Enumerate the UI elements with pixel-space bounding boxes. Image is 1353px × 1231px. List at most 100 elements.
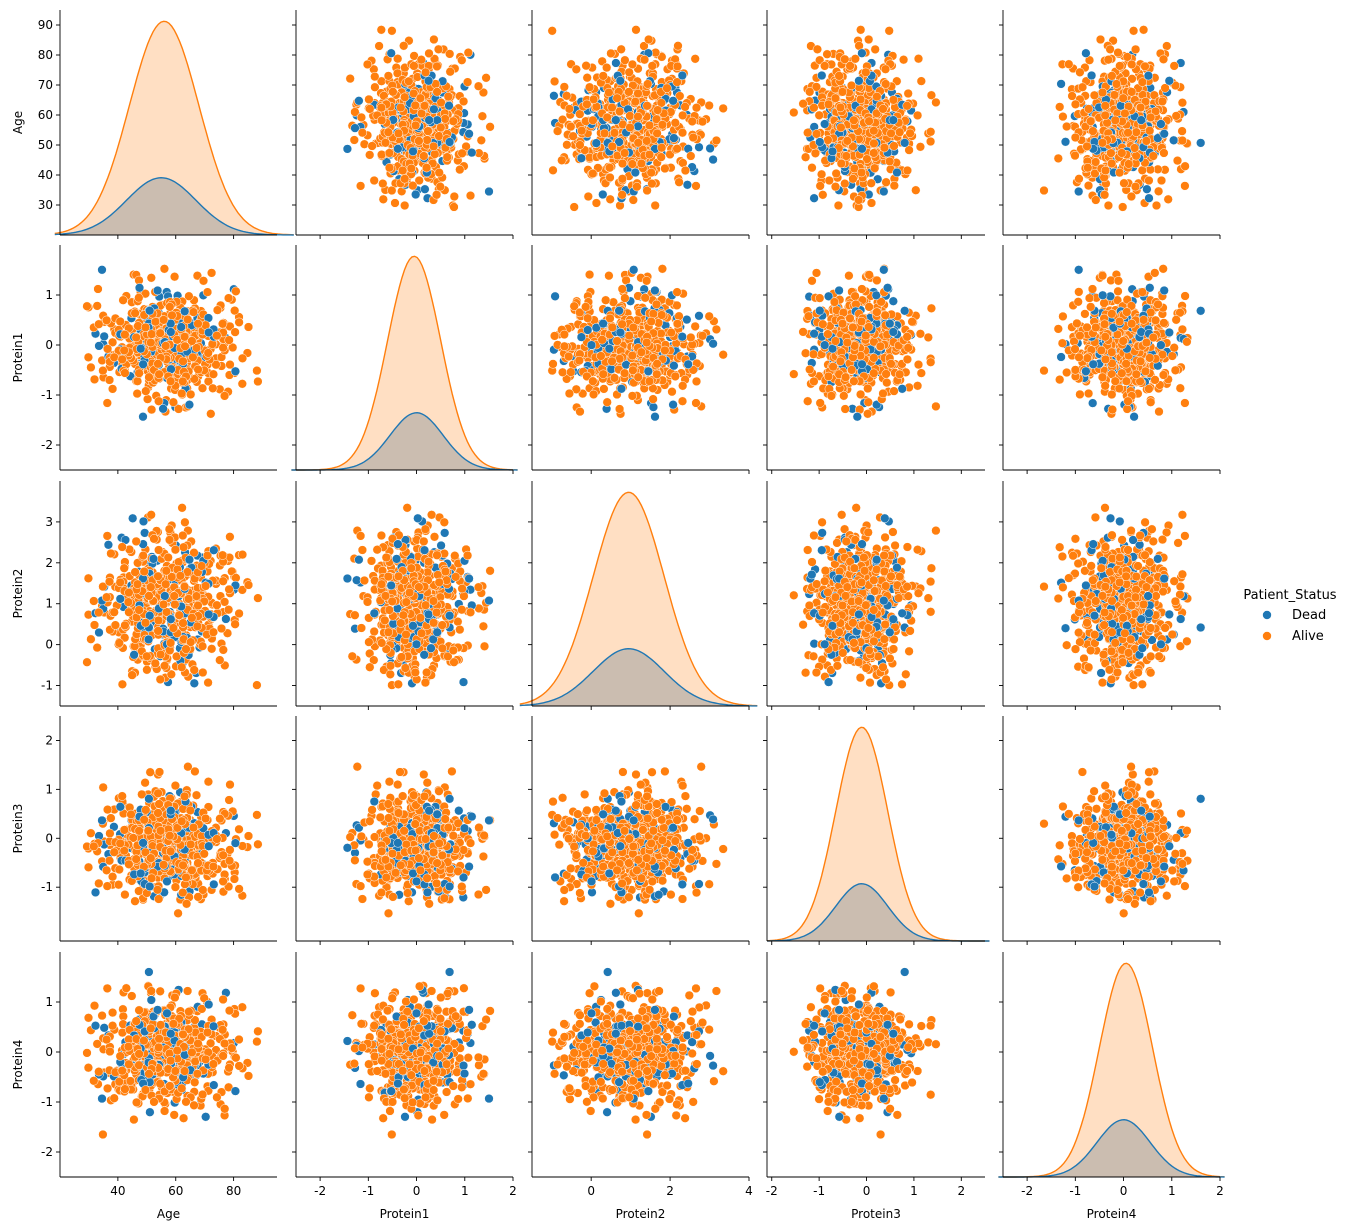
point-alive xyxy=(903,88,913,99)
point-dead xyxy=(834,285,844,296)
point-alive xyxy=(591,198,602,208)
point-alive xyxy=(416,55,426,65)
point-dead xyxy=(408,146,418,157)
point-alive xyxy=(432,61,442,72)
point-alive xyxy=(548,165,558,175)
point-alive xyxy=(814,110,824,120)
point-dead xyxy=(708,154,718,165)
point-dead xyxy=(1159,129,1169,139)
point-alive xyxy=(202,287,213,297)
point-dead xyxy=(629,265,639,275)
point-dead xyxy=(1142,184,1152,194)
point-alive xyxy=(902,101,912,111)
point-dead xyxy=(616,384,627,394)
point-alive xyxy=(840,404,850,414)
point-alive xyxy=(864,270,874,280)
point-dead xyxy=(424,115,434,125)
point-alive xyxy=(902,165,913,176)
point-alive xyxy=(866,198,877,208)
point-alive xyxy=(1124,159,1134,169)
point-alive xyxy=(690,321,700,332)
point-alive xyxy=(688,132,698,143)
point-alive xyxy=(445,49,455,59)
point-alive xyxy=(639,55,650,65)
point-alive xyxy=(1058,111,1068,122)
point-alive xyxy=(1162,41,1172,51)
point-alive xyxy=(1158,264,1168,274)
point-alive xyxy=(1113,276,1124,286)
point-dead xyxy=(650,412,660,422)
point-alive xyxy=(678,110,688,121)
point-alive xyxy=(1123,128,1133,138)
point-alive xyxy=(104,375,115,385)
point-alive xyxy=(672,61,683,72)
point-dead xyxy=(1081,48,1091,58)
point-alive xyxy=(633,111,643,122)
point-alive xyxy=(828,362,838,372)
point-alive xyxy=(652,359,662,369)
point-alive xyxy=(571,64,581,74)
point-alive xyxy=(670,118,680,128)
point-alive xyxy=(431,190,442,200)
point-dead xyxy=(650,285,660,296)
point-alive xyxy=(184,291,194,301)
point-alive xyxy=(1097,87,1108,98)
point-alive xyxy=(449,191,459,202)
point-alive xyxy=(167,310,177,320)
point-alive xyxy=(230,305,240,316)
point-alive xyxy=(686,151,696,161)
point-alive xyxy=(1039,365,1049,376)
point-alive xyxy=(134,293,144,303)
panel-Protein1-vs-Protein2 xyxy=(528,245,750,474)
point-alive xyxy=(549,331,560,341)
point-alive xyxy=(1127,87,1137,97)
point-alive xyxy=(1070,150,1080,161)
kde-fill-dead xyxy=(291,412,518,470)
point-alive xyxy=(605,163,615,173)
point-alive xyxy=(187,336,197,346)
point-alive xyxy=(1107,389,1117,400)
point-alive xyxy=(1107,404,1118,415)
point-alive xyxy=(612,93,622,103)
point-dead xyxy=(888,115,898,125)
point-alive xyxy=(657,143,667,153)
panels: 30405060708090Age-2-101Protein1-10123Pro… xyxy=(11,10,1225,1221)
point-alive xyxy=(605,172,615,183)
point-alive xyxy=(367,141,377,151)
point-alive xyxy=(602,62,612,73)
y-tick-label: 70 xyxy=(38,78,53,92)
point-alive xyxy=(704,311,714,321)
point-alive xyxy=(880,310,890,320)
point-alive xyxy=(601,295,611,305)
point-alive xyxy=(902,332,912,342)
point-alive xyxy=(822,49,832,59)
point-alive xyxy=(364,94,374,105)
point-alive xyxy=(410,120,421,131)
point-dead xyxy=(888,296,898,306)
point-alive xyxy=(1156,175,1167,186)
point-alive xyxy=(898,55,909,65)
point-alive xyxy=(1153,299,1163,310)
point-alive xyxy=(619,368,630,378)
point-alive xyxy=(154,396,164,406)
point-alive xyxy=(916,76,926,86)
point-alive xyxy=(691,398,701,408)
point-dead xyxy=(386,48,396,58)
point-alive xyxy=(667,387,677,397)
point-dead xyxy=(708,339,718,349)
point-alive xyxy=(1089,90,1100,100)
point-alive xyxy=(1177,126,1187,136)
point-alive xyxy=(607,356,617,366)
point-dead xyxy=(683,359,693,369)
point-alive xyxy=(1072,318,1082,329)
point-alive xyxy=(574,355,584,366)
point-alive xyxy=(823,99,834,109)
point-alive xyxy=(912,381,923,391)
point-alive xyxy=(588,115,598,125)
point-alive xyxy=(406,163,416,174)
point-alive xyxy=(1083,163,1093,173)
point-alive xyxy=(376,103,387,113)
point-alive xyxy=(630,97,640,107)
point-alive xyxy=(652,369,662,379)
